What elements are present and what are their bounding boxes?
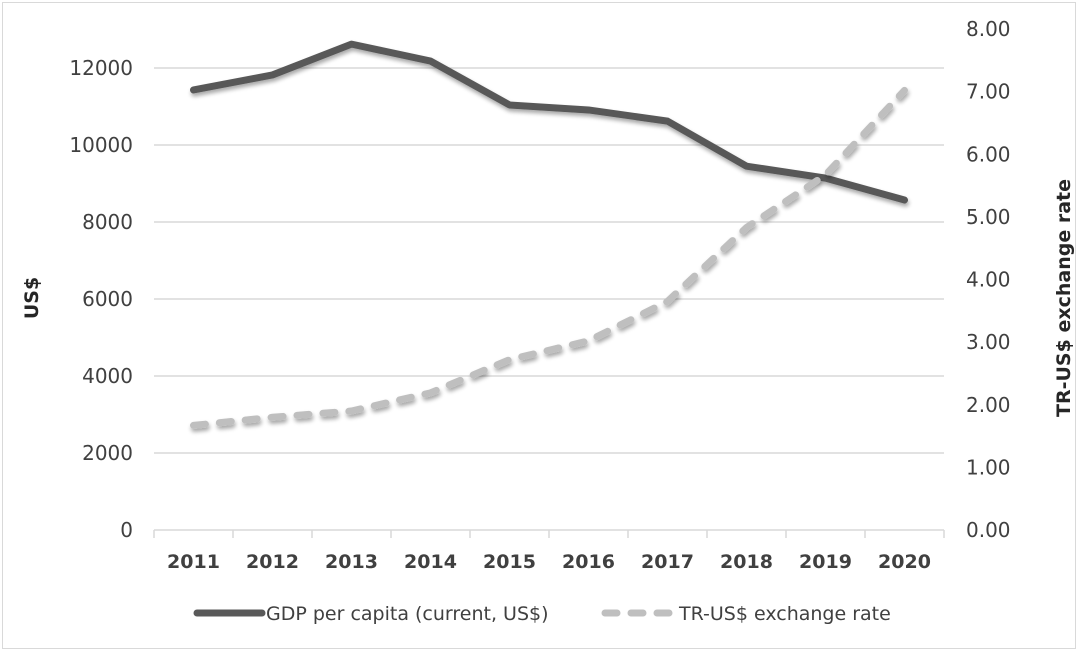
y-tick-label: 0: [120, 518, 133, 542]
x-tick-label: 2012: [246, 551, 299, 573]
x-tick-label: 2011: [167, 551, 220, 573]
x-tick-label: 2014: [404, 551, 457, 573]
y2-tick-label: 7.00: [966, 80, 1011, 104]
x-tick-label: 2015: [483, 551, 536, 573]
y-axis-left: 0 2000 4000 6000 8000 10000 12000: [69, 56, 133, 542]
series-line-exchange-rate: [190, 86, 908, 429]
y-tick-label: 10000: [69, 133, 133, 157]
y2-tick-label: 0.00: [966, 518, 1011, 542]
y-tick-label: 4000: [82, 364, 133, 388]
y-axis-right: 0.00 1.00 2.00 3.00 4.00 5.00 6.00 7.00 8.00: [966, 17, 1011, 542]
x-tick-label: 2017: [641, 551, 694, 573]
legend-label-exchange-rate: TR-US$ exchange rate: [678, 603, 891, 625]
y-tick-label: 2000: [82, 441, 133, 465]
x-tick-label: 2018: [720, 551, 773, 573]
x-axis: 2011 2012 2013 2014 2015 2016 2017 2018 2019 2020: [153, 529, 945, 573]
x-tick-label: 2020: [878, 551, 931, 573]
y2-axis-title: TR-US$ exchange rate: [1053, 179, 1075, 417]
legend-label-gdp: GDP per capita (current, US$): [266, 603, 549, 625]
x-tick-label: 2016: [562, 551, 615, 573]
gridlines: [154, 67, 944, 454]
x-tick-label: 2013: [325, 551, 378, 573]
series-group: [190, 40, 908, 429]
y2-tick-label: 2.00: [966, 393, 1011, 417]
y2-tick-label: 8.00: [966, 17, 1011, 41]
x-tick-label: 2019: [799, 551, 852, 573]
y2-tick-label: 4.00: [966, 268, 1011, 292]
y-tick-label: 8000: [82, 210, 133, 234]
y2-tick-label: 5.00: [966, 205, 1011, 229]
y2-tick-label: 6.00: [966, 142, 1011, 166]
series-line-gdp: [190, 40, 908, 204]
legend: GDP per capita (current, US$) TR-US$ exc…: [193, 603, 891, 625]
y-axis-title: US$: [21, 277, 43, 319]
y-tick-label: 6000: [82, 287, 133, 311]
y2-tick-label: 1.00: [966, 455, 1011, 479]
y-tick-label: 12000: [69, 56, 133, 80]
y2-tick-label: 3.00: [966, 330, 1011, 354]
